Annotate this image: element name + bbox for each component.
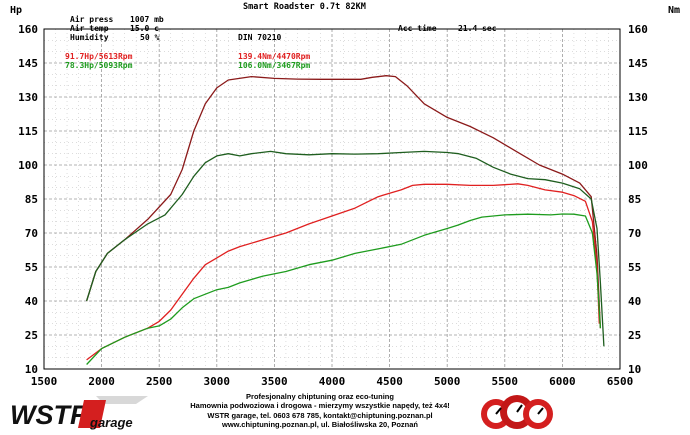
- air-temp-value: 15.0 c: [130, 24, 159, 33]
- air-press-value: 1007 mb: [130, 15, 164, 24]
- y-left-tick-label-70: 70: [25, 227, 38, 240]
- x-tick-label-2500: 2500: [146, 375, 173, 388]
- y-right-tick-label-70: 70: [628, 227, 641, 240]
- standard-label: DIN 70210: [238, 33, 282, 42]
- annotation-nm-stock: 106.0Nm/3467Rpm: [238, 61, 310, 70]
- annotation-hp-tuned: 91.7Hp/5613Rpm: [65, 52, 133, 61]
- annotation-nm-tuned: 139.4Nm/4470Rpm: [238, 52, 310, 61]
- y-left-tick-label-25: 25: [25, 329, 38, 342]
- y-left-label: Hp: [10, 5, 22, 16]
- humidity-value: 50 %: [140, 33, 159, 42]
- x-tick-label-1500: 1500: [31, 375, 58, 388]
- y-right-tick-label-25: 25: [628, 329, 641, 342]
- series-line-3: [86, 213, 602, 365]
- y-left-tick-label-40: 40: [25, 295, 38, 308]
- logo-text: WSTR: [10, 400, 90, 430]
- y-right-tick-label-145: 145: [628, 57, 648, 70]
- y-left-tick-label-145: 145: [18, 57, 38, 70]
- footer-line-1: Profesjonalny chiptuning oraz eco-tuning: [246, 392, 394, 401]
- y-right-label: Nm: [668, 5, 680, 16]
- x-tick-label-6000: 6000: [549, 375, 576, 388]
- y-right-tick-label-130: 130: [628, 91, 648, 104]
- footer-line-2: Hamownia podwoziowa i drogowa - mierzymy…: [190, 401, 450, 411]
- plot-border: [43, 28, 621, 370]
- x-tick-label-3000: 3000: [204, 375, 231, 388]
- y-left-tick-label-10: 10: [25, 363, 38, 376]
- y-right-tick-label-10: 10: [628, 363, 641, 376]
- x-tick-label-5000: 5000: [434, 375, 461, 388]
- x-tick-label-2000: 2000: [88, 375, 115, 388]
- chart-series: [85, 75, 605, 365]
- wstr-garage-logo[interactable]: WSTR garage: [8, 394, 158, 432]
- y-right-tick-label-100: 100: [628, 159, 648, 172]
- chart-grid: [44, 29, 620, 369]
- acc-time-label: Acc time: [398, 23, 437, 33]
- y-left-tick-label-115: 115: [18, 125, 38, 138]
- y-left-tick-label-160: 160: [18, 23, 38, 36]
- footer: WSTR garage Profesjonalny chiptuning ora…: [0, 388, 690, 435]
- acc-time-value: 21.4 sec: [458, 24, 497, 33]
- x-tick-label-4000: 4000: [319, 375, 346, 388]
- y-left-tick-label-130: 130: [18, 91, 38, 104]
- y-left-tick-label-55: 55: [25, 261, 38, 274]
- logo-subtext: garage: [89, 415, 133, 430]
- footer-line-4: www.chiptuning.poznan.pl, ul. Białośliws…: [222, 420, 418, 430]
- air-temp-label: Air temp: [70, 23, 109, 33]
- footer-text: Profesjonalny chiptuning oraz eco-tuning…: [165, 392, 475, 430]
- chart-title: Smart Roadster 0.7t 82KM: [243, 2, 366, 12]
- footer-line-3: WSTR garage, tel. 0603 678 785, kontakt@…: [207, 410, 433, 420]
- y-right-tick-label-55: 55: [628, 261, 641, 274]
- y-right-tick-label-40: 40: [628, 295, 641, 308]
- x-tick-label-5500: 5500: [492, 375, 519, 388]
- air-press-label: Air press: [70, 14, 114, 24]
- x-tick-label-4500: 4500: [376, 375, 403, 388]
- y-right-tick-label-160: 160: [628, 23, 648, 36]
- annotation-hp-stock: 78.3Hp/5093Rpm: [65, 61, 133, 70]
- series-line-2: [86, 183, 600, 361]
- series-line-0: [85, 75, 602, 329]
- x-tick-label-6500: 6500: [607, 375, 634, 388]
- chart-ticks: 1500 2000 2500 3000 3500 4000 4500 5000 5500 6000…: [18, 23, 648, 388]
- y-left-tick-label-100: 100: [18, 159, 38, 172]
- dyno-chart: 1500 2000 2500 3000 3500 4000 4500 5000 5500 6000…: [10, 2, 680, 388]
- y-right-tick-label-85: 85: [628, 193, 641, 206]
- y-left-tick-label-85: 85: [25, 193, 38, 206]
- humidity-label: Humidity: [70, 32, 109, 42]
- y-right-tick-label-115: 115: [628, 125, 648, 138]
- series-line-1: [85, 150, 605, 347]
- x-tick-label-3500: 3500: [261, 375, 288, 388]
- gauges-logo-icon: [481, 395, 553, 429]
